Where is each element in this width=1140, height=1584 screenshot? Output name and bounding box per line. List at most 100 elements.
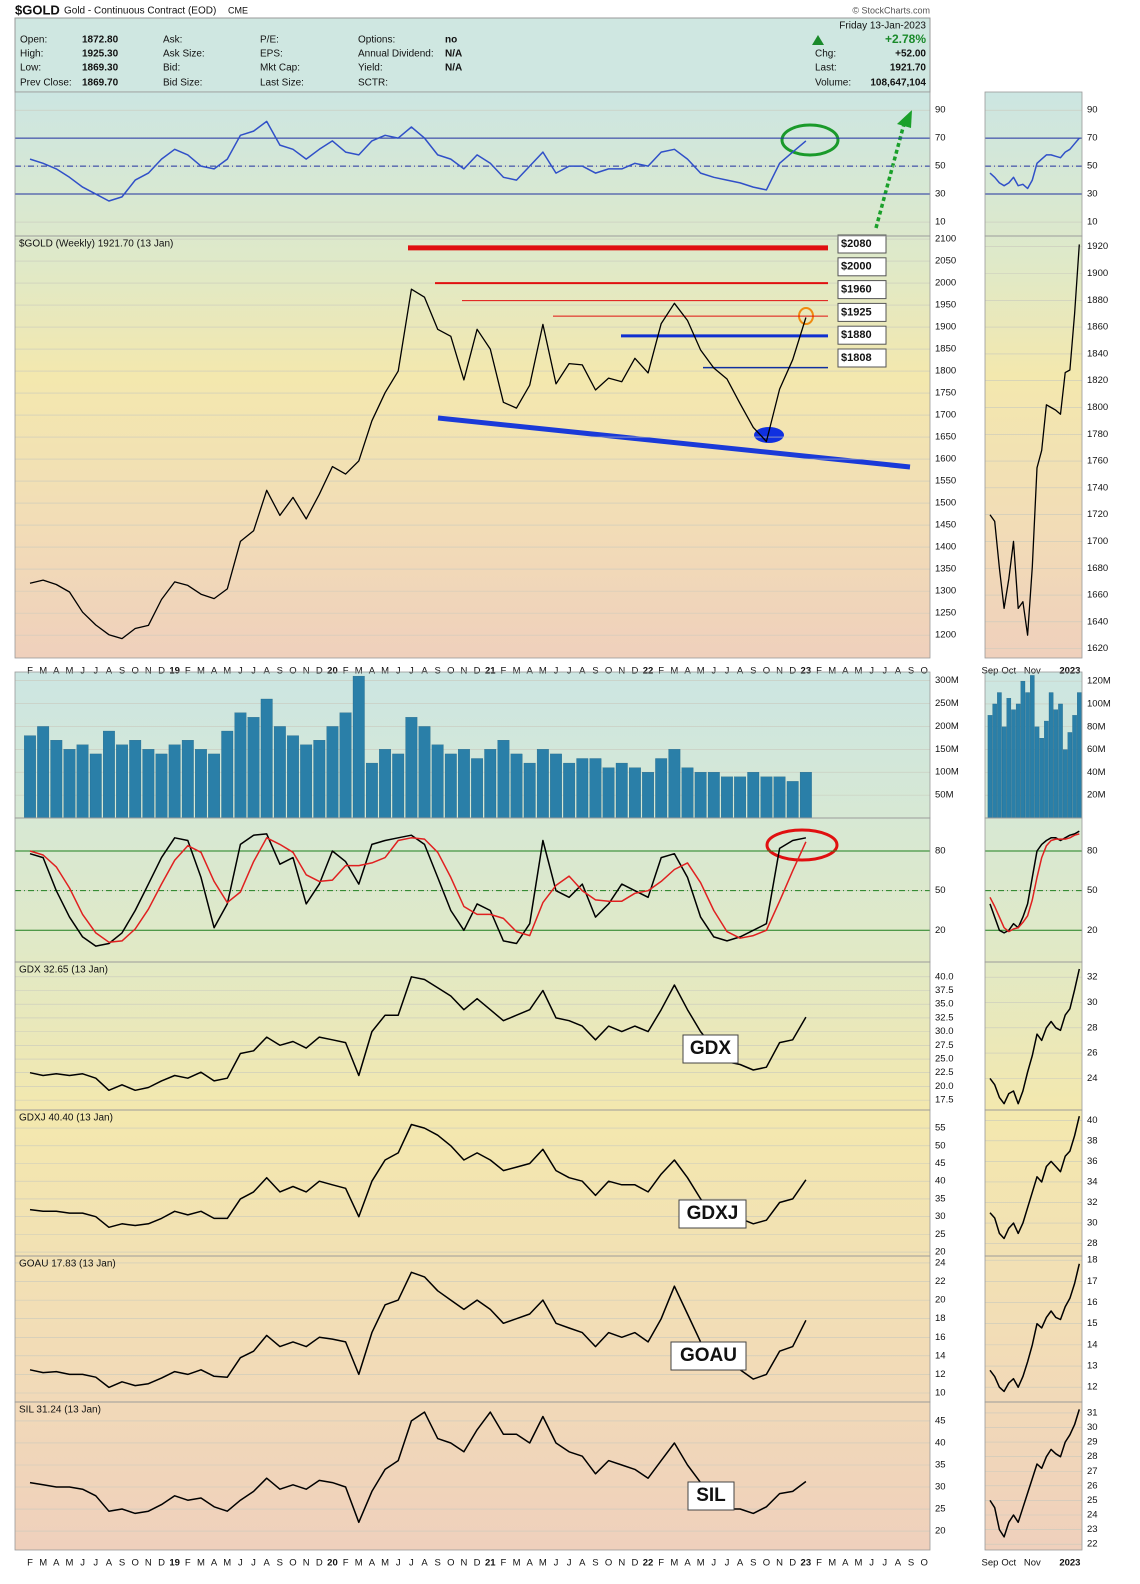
field-label: Yield: xyxy=(358,63,383,74)
series-label-box xyxy=(682,1034,739,1064)
field-label: Options: xyxy=(358,35,395,46)
volume-bar xyxy=(707,772,720,819)
x-tick-label: O xyxy=(605,666,612,677)
volume-bar xyxy=(1077,692,1082,819)
y-tick-label: 1640 xyxy=(1087,616,1108,627)
x-tick-label: A xyxy=(842,1558,849,1569)
volume-bar xyxy=(1048,692,1054,819)
level-label: $1808 xyxy=(841,352,872,364)
y-tick-label: 20 xyxy=(935,1526,946,1537)
volume-bar xyxy=(260,698,273,819)
x-tick-label: A xyxy=(842,666,849,677)
y-tick-label: 20M xyxy=(1087,790,1106,801)
volume-bar xyxy=(602,767,615,819)
y-tick-label: 17.5 xyxy=(935,1095,954,1106)
volume-bar xyxy=(155,753,168,819)
y-tick-label: 35 xyxy=(935,1193,946,1204)
x-tick-label: F xyxy=(27,1558,33,1569)
x-tick-label: M xyxy=(39,1558,47,1569)
y-tick-label: 1800 xyxy=(1087,402,1108,413)
level-label: $2080 xyxy=(841,238,872,250)
volume-bar xyxy=(1015,703,1021,819)
volume-bar xyxy=(629,767,641,819)
x-tick-label: J xyxy=(554,666,559,677)
y-tick-label: 2000 xyxy=(935,278,956,289)
y-tick-label: 35.0 xyxy=(935,999,954,1010)
y-tick-label: 1880 xyxy=(1087,295,1108,306)
y-tick-label: 30 xyxy=(1087,1218,1098,1229)
volume-bar xyxy=(1044,720,1049,819)
volume-bar xyxy=(221,730,234,819)
x-tick-label: J xyxy=(869,666,874,677)
x-tick-label: J xyxy=(869,1558,874,1569)
x-tick-label: S xyxy=(119,666,125,677)
volume-bar xyxy=(1062,749,1068,819)
x-tick-label: D xyxy=(474,1558,481,1569)
y-tick-label: 16 xyxy=(935,1332,946,1343)
volume-bar xyxy=(992,703,997,819)
x-tick-label: M xyxy=(854,1558,862,1569)
y-tick-label: 18 xyxy=(1087,1255,1098,1266)
y-tick-label: 80M xyxy=(1087,721,1106,732)
x-tick-label: F xyxy=(658,666,664,677)
y-tick-label: 1900 xyxy=(935,322,956,333)
level-label: $1960 xyxy=(841,284,872,296)
upper-background xyxy=(15,92,930,658)
y-tick-label: 1650 xyxy=(935,432,956,443)
volume-bar xyxy=(1034,726,1040,819)
x-tick-label: A xyxy=(369,1558,376,1569)
x-tick-label: A xyxy=(264,666,271,677)
y-tick-label: 80 xyxy=(935,846,946,857)
volume-bar xyxy=(1011,709,1016,819)
y-tick-label: 20 xyxy=(935,1247,946,1258)
quote-label: Last: xyxy=(815,63,837,74)
x-tick-label: 23 xyxy=(801,666,812,677)
y-tick-label: 1800 xyxy=(935,366,956,377)
y-tick-label: 50 xyxy=(1087,161,1098,172)
credit: © StockCharts.com xyxy=(852,5,930,15)
series-line xyxy=(29,1271,807,1389)
x-tick-label: A xyxy=(527,666,534,677)
x-tick-label: A xyxy=(684,666,691,677)
volume-bar xyxy=(273,726,286,819)
panel-frame xyxy=(984,1401,1083,1551)
x-tick-label: M xyxy=(223,666,231,677)
series-line xyxy=(29,833,807,947)
volume-bar xyxy=(181,740,194,819)
volume-bar xyxy=(484,749,497,819)
x-tick-label: S xyxy=(119,1558,125,1569)
x-tick-label: A xyxy=(264,1558,271,1569)
y-tick-label: 40 xyxy=(935,1437,946,1448)
stochastic-circle xyxy=(765,828,839,862)
y-tick-label: 1400 xyxy=(935,542,956,553)
volume-bar xyxy=(142,749,155,819)
volume-bar xyxy=(987,715,993,819)
panel-title: GDX 32.65 (13 Jan) xyxy=(19,965,108,976)
series-line xyxy=(989,1263,1081,1393)
x-tick-label: F xyxy=(500,666,506,677)
y-tick-label: 16 xyxy=(1087,1297,1098,1308)
x-tick-label: A xyxy=(106,666,113,677)
y-tick-label: 120M xyxy=(1087,676,1111,687)
y-tick-label: 250M xyxy=(935,698,959,709)
y-tick-label: 28 xyxy=(1087,1238,1098,1249)
x-tick-label: N xyxy=(776,666,783,677)
series-label-box xyxy=(678,1199,747,1229)
volume-bar xyxy=(1039,738,1044,819)
x-tick-label: A xyxy=(895,1558,902,1569)
x-tick-label: M xyxy=(697,1558,705,1569)
x-tick-label: N xyxy=(303,666,310,677)
y-tick-label: 2100 xyxy=(935,234,956,245)
y-tick-label: 1350 xyxy=(935,564,956,575)
y-tick-label: 25 xyxy=(1087,1495,1098,1506)
field-label: Open: xyxy=(20,35,47,46)
y-tick-label: 1900 xyxy=(1087,268,1108,279)
x-tick-label: A xyxy=(369,666,376,677)
y-tick-label: 27 xyxy=(1087,1466,1098,1477)
x-tick-label: S xyxy=(277,1558,283,1569)
x-tick-label: A xyxy=(421,666,428,677)
series-line xyxy=(29,837,807,943)
x-tick-label: A xyxy=(579,666,586,677)
y-tick-label: 10 xyxy=(935,217,946,228)
